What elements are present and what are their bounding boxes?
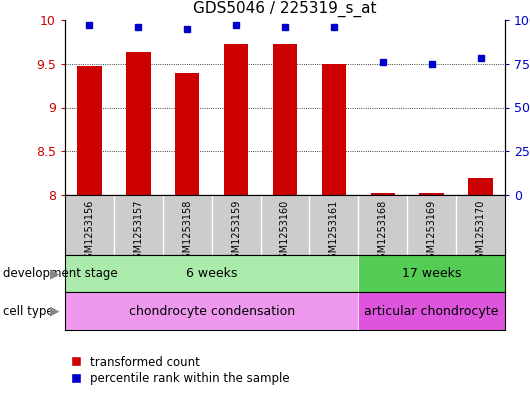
Text: chondrocyte condensation: chondrocyte condensation bbox=[129, 305, 295, 318]
Bar bbox=[224, 44, 249, 195]
Bar bbox=[65, 255, 358, 292]
Bar bbox=[419, 193, 444, 195]
Text: GSM1253157: GSM1253157 bbox=[134, 200, 143, 265]
Title: GDS5046 / 225319_s_at: GDS5046 / 225319_s_at bbox=[193, 1, 377, 17]
Bar bbox=[322, 64, 346, 195]
Text: GSM1253156: GSM1253156 bbox=[84, 200, 94, 265]
Bar bbox=[175, 73, 199, 195]
Bar bbox=[77, 66, 102, 195]
Text: GSM1253159: GSM1253159 bbox=[231, 200, 241, 265]
Text: ▶: ▶ bbox=[50, 305, 60, 318]
Bar bbox=[273, 44, 297, 195]
Text: GSM1253170: GSM1253170 bbox=[475, 200, 485, 265]
Bar bbox=[469, 178, 493, 195]
Bar bbox=[358, 292, 505, 330]
Bar bbox=[370, 193, 395, 195]
Text: GSM1253158: GSM1253158 bbox=[182, 200, 192, 265]
Text: cell type: cell type bbox=[3, 305, 54, 318]
Text: ▶: ▶ bbox=[50, 267, 60, 280]
Text: GSM1253160: GSM1253160 bbox=[280, 200, 290, 265]
Bar bbox=[358, 255, 505, 292]
Text: GSM1253168: GSM1253168 bbox=[378, 200, 388, 265]
Text: 17 weeks: 17 weeks bbox=[402, 267, 461, 280]
Bar bbox=[126, 52, 151, 195]
Text: GSM1253169: GSM1253169 bbox=[427, 200, 437, 265]
Text: GSM1253161: GSM1253161 bbox=[329, 200, 339, 265]
Text: 6 weeks: 6 weeks bbox=[186, 267, 237, 280]
Bar bbox=[65, 292, 358, 330]
Text: development stage: development stage bbox=[3, 267, 117, 280]
Legend: transformed count, percentile rank within the sample: transformed count, percentile rank withi… bbox=[71, 356, 289, 385]
Text: articular chondrocyte: articular chondrocyte bbox=[365, 305, 499, 318]
